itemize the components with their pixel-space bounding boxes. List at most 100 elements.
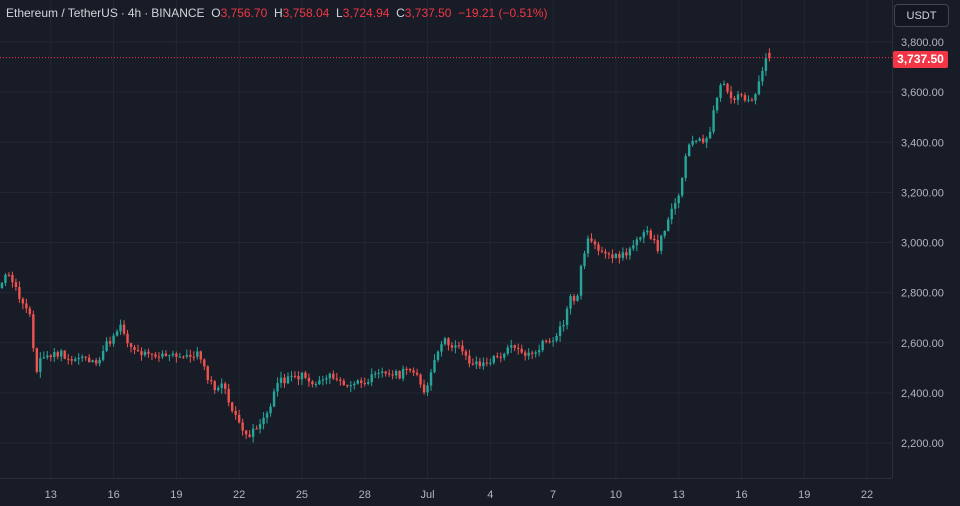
candle — [133, 344, 136, 355]
candle — [237, 409, 241, 424]
candle — [370, 368, 373, 387]
candle-body — [698, 138, 701, 141]
candle — [684, 153, 687, 182]
candle — [530, 350, 534, 359]
candle — [635, 236, 639, 252]
candle — [698, 137, 701, 142]
candle-body — [328, 373, 332, 379]
candle-body — [311, 381, 314, 385]
candle-body — [478, 361, 482, 367]
candle-body — [653, 238, 656, 241]
candle-body — [290, 375, 293, 377]
candle-body — [318, 380, 321, 385]
candle — [660, 234, 663, 255]
candle-body — [447, 338, 450, 346]
candle-body — [489, 362, 492, 364]
candle — [46, 350, 49, 360]
candle-body — [761, 70, 764, 82]
currency-unit-button[interactable]: USDT — [894, 4, 949, 27]
candle-body — [534, 352, 537, 354]
candle — [656, 234, 659, 254]
candle — [642, 229, 646, 244]
candle-body — [227, 388, 230, 403]
candle — [210, 376, 213, 385]
interval-label[interactable]: 4h — [127, 6, 142, 20]
last-price-tag: 3,737.50 — [893, 51, 948, 68]
candle-body — [269, 406, 272, 414]
candle — [11, 271, 14, 288]
candle-body — [639, 237, 642, 240]
candle-body — [297, 376, 300, 380]
candle — [628, 246, 632, 260]
candle — [265, 410, 269, 424]
candle — [196, 347, 199, 360]
candle-body — [454, 345, 457, 348]
candle — [74, 356, 77, 362]
candle-body — [293, 375, 297, 377]
candle-body — [70, 359, 73, 361]
candle-body — [684, 156, 687, 178]
candle — [325, 375, 328, 385]
time-tick-label: 13 — [45, 489, 57, 501]
candle-body — [199, 351, 202, 360]
candle — [625, 248, 628, 260]
candle-body — [147, 351, 150, 354]
candle-body — [168, 355, 171, 357]
symbol-name[interactable]: Ethereum / TetherUS — [6, 6, 118, 20]
candle — [632, 240, 635, 252]
candle-body — [482, 362, 485, 367]
candle — [367, 378, 370, 386]
candle — [558, 321, 562, 342]
candle — [224, 381, 227, 395]
candle — [241, 418, 244, 436]
candle-body — [618, 254, 621, 258]
candle-body — [646, 230, 649, 233]
chart-pane[interactable] — [0, 0, 892, 478]
candle-body — [426, 385, 429, 393]
candle-body — [436, 351, 440, 360]
candle-body — [283, 377, 286, 384]
candle-body — [189, 354, 192, 357]
candle — [297, 371, 300, 386]
candle — [415, 368, 419, 377]
candle-body — [461, 345, 464, 352]
candle-body — [91, 360, 94, 363]
candle — [572, 293, 576, 305]
candle — [272, 388, 276, 408]
candle — [747, 95, 750, 103]
candle-body — [363, 383, 366, 385]
candle — [551, 337, 555, 347]
price-axis[interactable]: 3,800.00 3,600.00 3,400.00 3,200.00 3,000.00… — [892, 0, 960, 478]
time-axis[interactable]: 13 16 19 22 25 28 Jul 4 7 10 13 16 19 22 — [0, 478, 892, 506]
candle — [729, 85, 733, 104]
price-chart[interactable] — [0, 0, 892, 478]
candle — [712, 105, 715, 135]
candle-body — [551, 340, 555, 342]
candle-body — [119, 324, 122, 332]
candle-body — [255, 428, 258, 430]
price-tick-label: 2,800.00 — [901, 288, 944, 300]
candle-body — [576, 295, 579, 301]
candle-body — [178, 356, 182, 358]
candle-body — [21, 298, 25, 304]
candle — [736, 90, 740, 105]
candle — [220, 378, 223, 394]
candle — [489, 358, 492, 366]
candle — [757, 75, 761, 96]
candle-body — [503, 353, 506, 358]
candle-body — [244, 430, 248, 435]
candle — [98, 356, 101, 367]
candle-body — [440, 344, 443, 352]
candle-body — [94, 360, 98, 364]
candle-body — [562, 325, 565, 327]
candle — [461, 340, 464, 356]
candle — [611, 249, 614, 264]
candle-body — [276, 382, 279, 392]
candle-body — [656, 240, 659, 251]
candle-body — [126, 333, 129, 344]
time-tick-label: 19 — [170, 489, 182, 501]
candle-body — [4, 274, 7, 283]
candle-body — [565, 308, 569, 326]
candle — [164, 350, 168, 357]
candle-body — [122, 324, 126, 334]
